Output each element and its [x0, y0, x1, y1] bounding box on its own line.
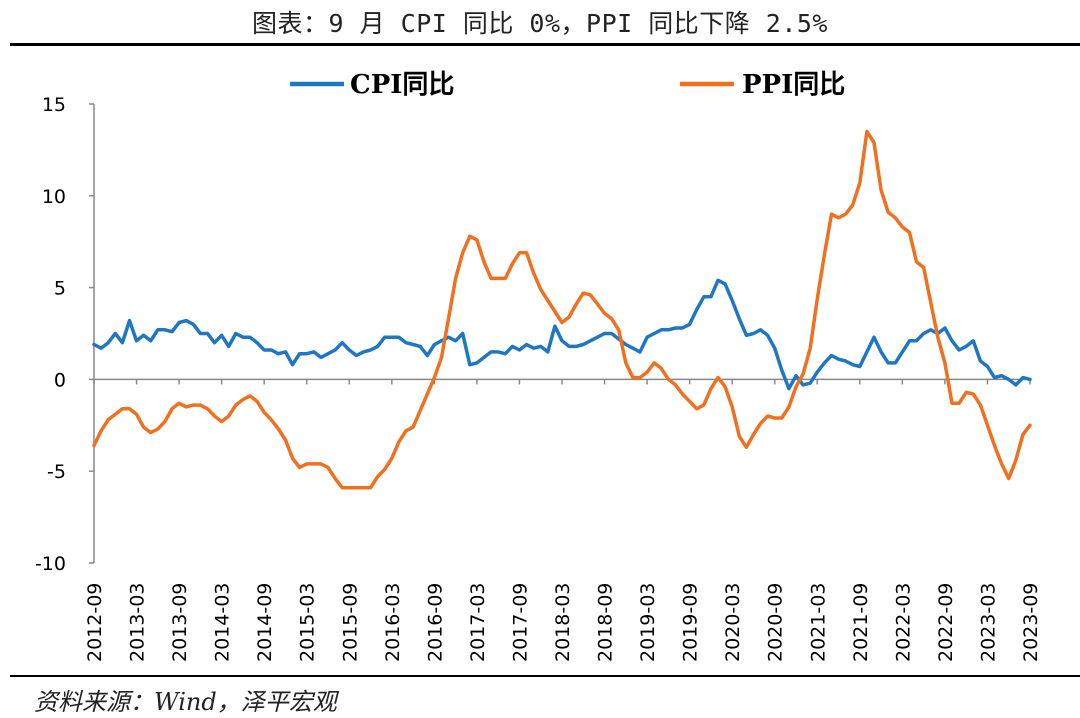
top-rule	[10, 43, 1080, 46]
series-line-cpi	[92, 278, 1032, 391]
x-tick-label: 2017-03	[467, 583, 489, 662]
x-tick-label: 2023-03	[977, 583, 999, 662]
line-chart: 15 10 5 0 -5 -10 2012-09 2013-03 2013-09 2014-03 2…	[35, 70, 1042, 662]
y-tick-label: 5	[54, 278, 66, 300]
x-tick-label: 2016-03	[382, 583, 404, 662]
y-tick-label: -5	[47, 461, 66, 483]
source-note: 资料来源：Wind，泽平宏观	[34, 688, 337, 716]
y-tick-label: 0	[54, 369, 66, 391]
legend-label-ppi: PPI同比	[742, 70, 845, 100]
x-tick-label: 2018-03	[552, 583, 574, 662]
y-tick-label: -10	[35, 553, 66, 575]
x-tick-label: 2016-09	[424, 583, 446, 662]
x-tick-label: 2018-09	[595, 583, 617, 662]
x-tick-label: 2013-03	[127, 583, 149, 662]
x-tick-label: 2019-09	[680, 583, 702, 662]
x-tick-label: 2021-03	[807, 583, 829, 662]
x-tick-label: 2012-09	[84, 583, 106, 662]
axes: 15 10 5 0 -5 -10 2012-09 2013-03 2013-09 2014-03 2…	[35, 94, 1042, 662]
x-tick-label: 2023-09	[1020, 583, 1042, 662]
x-tick-label: 2014-09	[254, 583, 276, 662]
x-tick-label: 2020-03	[722, 583, 744, 662]
chart-title: 图表：9 月 CPI 同比 0%，PPI 同比下降 2.5%	[252, 9, 828, 38]
y-tick-label: 15	[42, 94, 66, 116]
x-tick-label: 2022-09	[935, 583, 957, 662]
legend: CPI同比 PPI同比	[290, 70, 845, 100]
series-layer	[92, 129, 1032, 490]
series-line-ppi	[92, 129, 1032, 490]
y-tick-label: 10	[42, 186, 66, 208]
legend-label-cpi: CPI同比	[350, 70, 454, 100]
x-tick-label: 2017-09	[509, 583, 531, 662]
bottom-rule	[10, 675, 1080, 677]
x-tick-label: 2022-03	[892, 583, 914, 662]
x-tick-label: 2014-03	[212, 583, 234, 662]
x-tick-label: 2019-03	[637, 583, 659, 662]
x-tick-label: 2015-09	[339, 583, 361, 662]
x-tick-label: 2020-09	[765, 583, 787, 662]
x-tick-label: 2015-03	[297, 583, 319, 662]
x-tick-label: 2021-09	[850, 583, 872, 662]
x-tick-label: 2013-09	[169, 583, 191, 662]
